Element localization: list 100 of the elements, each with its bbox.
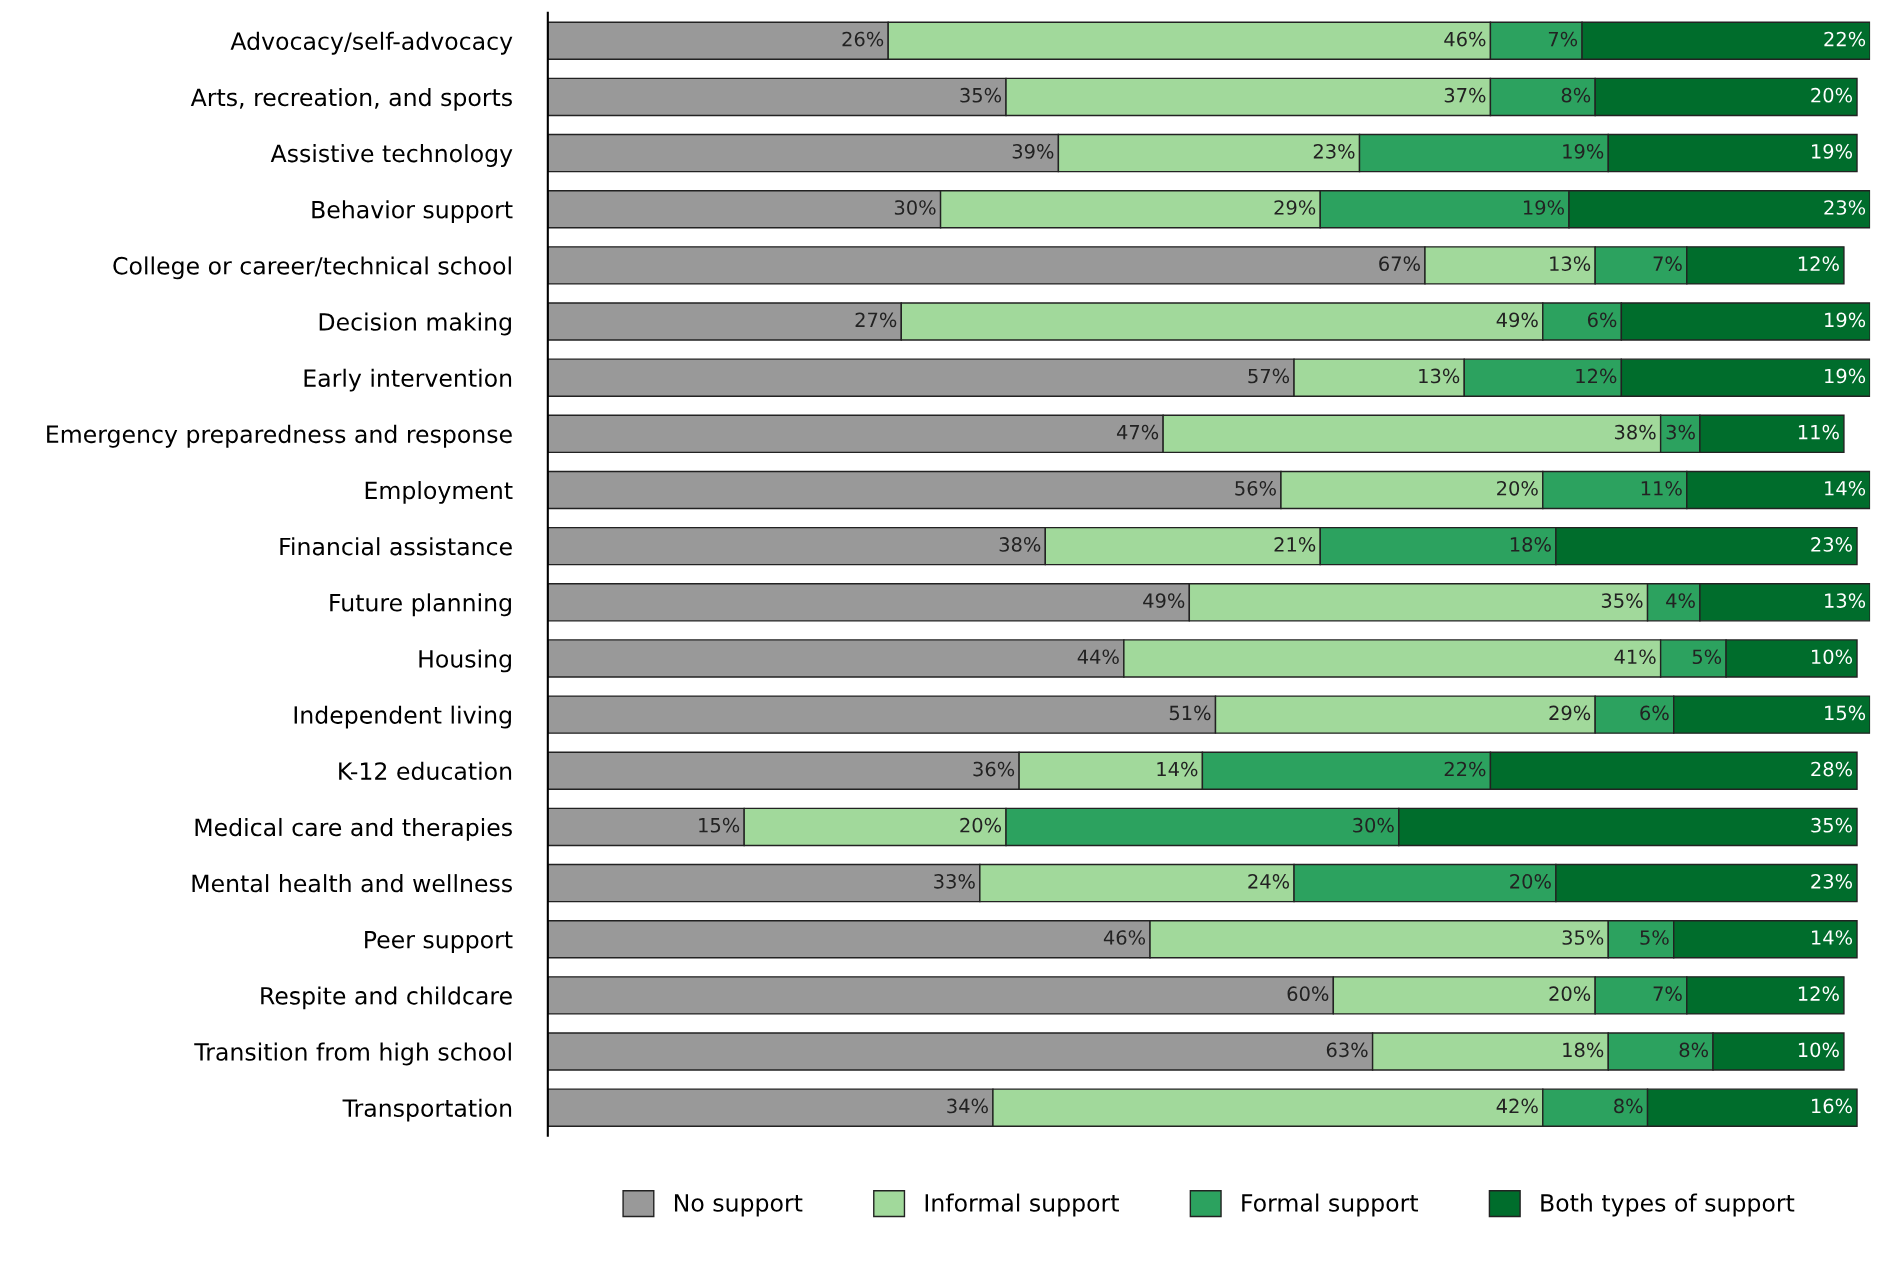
y-tick-label: Early intervention bbox=[304, 368, 512, 392]
data-label: 8% bbox=[1561, 87, 1591, 103]
data-label: 13% bbox=[1550, 256, 1591, 272]
data-label: 12% bbox=[1798, 256, 1839, 272]
data-label: 56% bbox=[1235, 480, 1276, 496]
data-label: 23% bbox=[1811, 874, 1853, 889]
data-label: 6% bbox=[1640, 705, 1669, 721]
data-label: 14% bbox=[1825, 480, 1866, 496]
data-label: 23% bbox=[1824, 200, 1866, 215]
data-label: 23% bbox=[1313, 144, 1355, 159]
data-label: 35% bbox=[1562, 930, 1604, 945]
data-label: 37% bbox=[1444, 87, 1486, 103]
data-label: 47% bbox=[1116, 424, 1159, 440]
data-label: 20% bbox=[1510, 874, 1551, 889]
data-label: 15% bbox=[1825, 705, 1866, 721]
data-label: 36% bbox=[973, 761, 1015, 777]
data-label: 21% bbox=[1274, 537, 1316, 552]
data-label: 12% bbox=[1798, 986, 1839, 1002]
data-label: 19% bbox=[1563, 144, 1604, 159]
data-label: 67% bbox=[1379, 256, 1420, 272]
data-label: 16% bbox=[1812, 1098, 1853, 1114]
data-label: 22% bbox=[1444, 761, 1486, 777]
data-label: 30% bbox=[894, 200, 936, 215]
data-label: 35% bbox=[1811, 817, 1853, 833]
data-label: 5% bbox=[1640, 930, 1669, 945]
legend-label: No support bbox=[674, 1194, 803, 1217]
data-label: 60% bbox=[1287, 986, 1329, 1002]
data-label: 46% bbox=[1103, 930, 1146, 945]
data-label: 20% bbox=[960, 817, 1002, 833]
data-label: 35% bbox=[1601, 593, 1643, 608]
data-label: 6% bbox=[1587, 312, 1617, 328]
y-tick-label: Peer support bbox=[365, 930, 513, 954]
data-label: 19% bbox=[1825, 312, 1866, 328]
data-label: 20% bbox=[1811, 87, 1853, 103]
data-label: 44% bbox=[1077, 649, 1119, 665]
data-label: 15% bbox=[699, 817, 740, 833]
y-tick-label: Employment bbox=[365, 481, 513, 504]
data-label: 22% bbox=[1824, 31, 1866, 47]
y-tick-label: Respite and childcare bbox=[261, 986, 512, 1010]
legend-label: Both types of support bbox=[1541, 1193, 1795, 1217]
data-label: 51% bbox=[1169, 705, 1211, 721]
data-label: 30% bbox=[1353, 817, 1394, 833]
y-tick-label: College or career/technical school bbox=[113, 256, 511, 280]
y-tick-label: Emergency preparedness and response bbox=[47, 424, 512, 448]
data-label: 14% bbox=[1812, 930, 1853, 945]
data-label: 49% bbox=[1143, 593, 1185, 608]
data-label: 20% bbox=[1549, 986, 1591, 1002]
data-label: 8% bbox=[1614, 1098, 1643, 1114]
data-label: 27% bbox=[855, 312, 897, 328]
data-label: 42% bbox=[1496, 1098, 1538, 1114]
data-label: 33% bbox=[934, 874, 975, 889]
y-tick-label: Assistive technology bbox=[270, 144, 513, 167]
data-label: 49% bbox=[1496, 312, 1538, 328]
data-label: 8% bbox=[1679, 1042, 1708, 1058]
data-label: 7% bbox=[1548, 31, 1578, 47]
data-label: 4% bbox=[1666, 593, 1695, 608]
y-tick-label: Mental health and wellness bbox=[192, 874, 512, 893]
data-label: 13% bbox=[1825, 593, 1866, 608]
data-label: 11% bbox=[1641, 480, 1682, 496]
y-tick-label: Financial assistance bbox=[280, 537, 512, 556]
data-label: 5% bbox=[1692, 649, 1722, 665]
data-label: 29% bbox=[1274, 200, 1316, 215]
y-tick-label: Future planning bbox=[330, 593, 511, 617]
data-label: 10% bbox=[1812, 649, 1853, 665]
data-label: 63% bbox=[1326, 1042, 1368, 1058]
data-label: 35% bbox=[960, 87, 1002, 103]
data-label: 14% bbox=[1157, 761, 1198, 777]
data-label: 28% bbox=[1811, 761, 1853, 777]
data-label: 19% bbox=[1523, 200, 1564, 215]
data-label: 10% bbox=[1798, 1042, 1839, 1058]
y-tick-label: Housing bbox=[419, 649, 511, 673]
data-label: 11% bbox=[1798, 424, 1839, 440]
legend-label: Formal support bbox=[1242, 1193, 1419, 1217]
data-label: 18% bbox=[1510, 537, 1551, 552]
data-label: 41% bbox=[1614, 649, 1656, 665]
data-label: 12% bbox=[1576, 368, 1617, 384]
legend-label: Informal support bbox=[925, 1193, 1119, 1217]
data-label: 19% bbox=[1812, 144, 1853, 159]
data-label: 13% bbox=[1419, 368, 1460, 384]
data-label: 26% bbox=[842, 31, 884, 47]
data-label: 7% bbox=[1653, 256, 1682, 272]
data-label: 57% bbox=[1248, 368, 1290, 384]
data-label: 23% bbox=[1811, 537, 1853, 552]
data-label: 38% bbox=[999, 537, 1041, 552]
data-label: 29% bbox=[1549, 705, 1591, 721]
y-tick-label: Arts, recreation, and sports bbox=[190, 87, 512, 111]
data-label: 20% bbox=[1497, 480, 1538, 496]
data-label: 24% bbox=[1248, 874, 1290, 889]
data-label: 39% bbox=[1012, 144, 1054, 159]
y-tick-label: Transition from high school bbox=[194, 1042, 511, 1066]
data-label: 19% bbox=[1825, 368, 1866, 384]
data-label: 38% bbox=[1614, 424, 1656, 440]
y-tick-label: K-12 education bbox=[339, 761, 512, 781]
y-tick-label: Decision making bbox=[319, 312, 511, 336]
data-label: 7% bbox=[1653, 986, 1682, 1002]
y-tick-label: Transportation bbox=[342, 1098, 512, 1122]
data-label: 3% bbox=[1666, 424, 1695, 440]
data-label: 18% bbox=[1563, 1042, 1604, 1058]
y-tick-label: Advocacy/self-advocacy bbox=[230, 31, 513, 55]
y-tick-label: Independent living bbox=[294, 705, 511, 729]
